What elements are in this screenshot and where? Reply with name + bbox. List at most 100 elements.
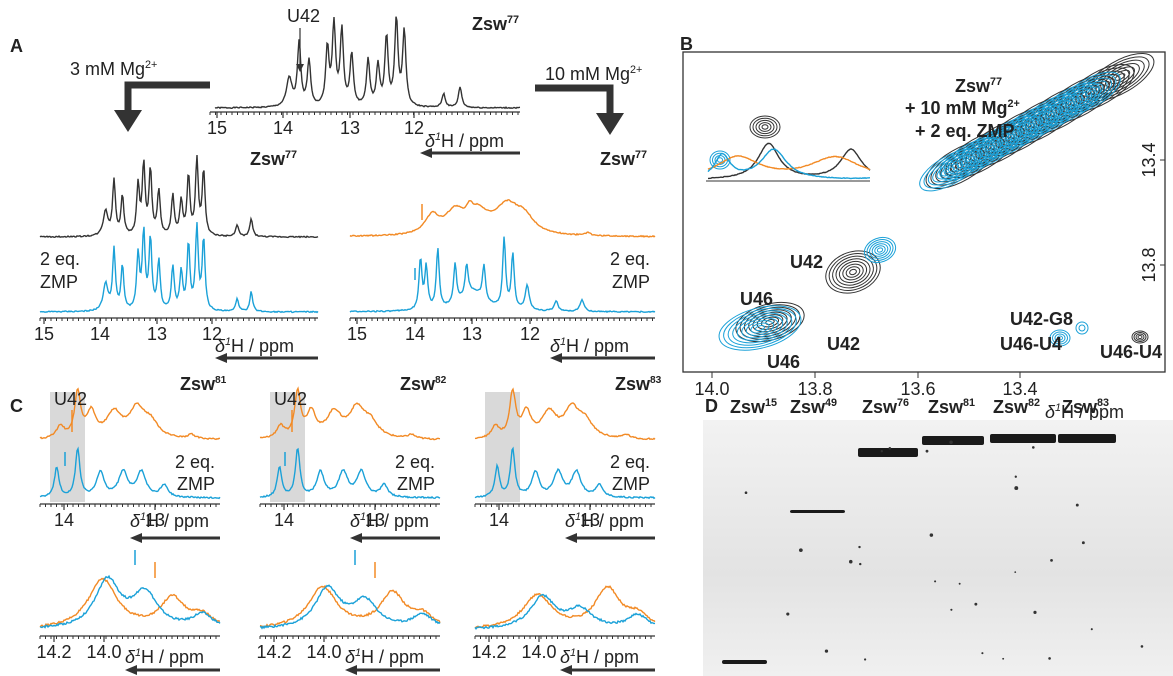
lane-label: Zsw82: [993, 397, 1040, 417]
contour: [828, 253, 878, 291]
text-part: 1: [140, 511, 146, 523]
text-part: 13: [462, 324, 482, 344]
text-part: 49: [825, 397, 837, 409]
contour: [732, 312, 788, 344]
text-part: U46: [767, 352, 800, 372]
contour: [845, 266, 861, 278]
title: Zsw83: [615, 374, 662, 394]
text-part: U46-U4: [1000, 334, 1062, 354]
contour: [876, 247, 884, 253]
speck: [888, 446, 892, 450]
contour: [1133, 332, 1147, 342]
text-part: 2+: [1008, 98, 1020, 110]
text-part: 77: [990, 76, 1002, 88]
text-part: 1: [575, 511, 581, 523]
tick-label: 13: [462, 324, 482, 344]
text-part: 14: [274, 510, 294, 530]
contour: [923, 151, 977, 189]
text-part: 14: [273, 118, 293, 138]
tick-label: 12: [520, 324, 540, 344]
text-part: δ: [425, 131, 436, 151]
contour: [761, 124, 769, 130]
arrow-head: [114, 110, 142, 132]
arrow-head: [350, 533, 362, 543]
text-part: 81: [215, 375, 227, 386]
tick-label: 15: [34, 324, 54, 344]
speck: [1075, 503, 1079, 507]
speck: [929, 533, 934, 537]
title: Zsw77: [600, 149, 647, 169]
text-part: 15: [34, 324, 54, 344]
axis-label: δ1H / ppm: [425, 131, 504, 151]
tick-label: 14.0: [86, 642, 121, 662]
tick-label: 13.4: [1002, 379, 1037, 399]
contour: [1019, 93, 1081, 137]
arrow-head: [565, 533, 577, 543]
spectrum: [214, 16, 521, 110]
contour: [866, 239, 894, 261]
tick-label: 14: [405, 324, 425, 344]
text-part: Zsw: [250, 149, 286, 169]
text-part: 1: [570, 647, 576, 659]
contour: [835, 258, 871, 286]
contour: [1057, 335, 1063, 341]
text-part: U42: [790, 252, 823, 272]
tick-label: 14: [54, 510, 74, 530]
speck: [880, 450, 883, 453]
text-part: 81: [963, 397, 975, 409]
spectrum: [39, 222, 319, 314]
tick-label: 13: [147, 324, 167, 344]
contour: [1072, 80, 1108, 106]
text-part: 2 eq.: [40, 249, 80, 269]
text-part: 77: [507, 14, 519, 26]
contour: [832, 255, 874, 289]
contour: [754, 325, 766, 331]
spectrum: [474, 387, 656, 441]
text-part: 14: [54, 510, 74, 530]
text-part: 13.6: [900, 379, 935, 399]
speck: [786, 612, 790, 616]
text-part: 14: [405, 324, 425, 344]
text-part: U42-G8: [1010, 309, 1073, 329]
arrow-head: [345, 665, 357, 675]
speck: [949, 440, 953, 444]
title: Zsw77: [955, 76, 1002, 96]
spectrum: [474, 585, 656, 629]
contour: [956, 149, 984, 169]
contour: [1095, 59, 1145, 95]
text-part: δ: [215, 336, 226, 356]
contour: [1109, 69, 1131, 85]
contour: [736, 315, 784, 341]
legend: ZMP: [40, 272, 78, 292]
spectrum: [39, 574, 221, 629]
tick-label: 12: [202, 324, 222, 344]
legend: 2 eq.: [610, 249, 650, 269]
text-part: 14.0: [521, 642, 556, 662]
text-part: Zsw: [180, 374, 216, 394]
contour: [976, 138, 1004, 158]
text-part: δ: [560, 647, 571, 667]
contour: [869, 241, 891, 259]
speck: [864, 658, 867, 661]
lane-label: Zsw83: [1062, 397, 1109, 417]
text-part: 14: [489, 510, 509, 530]
contour: [1045, 111, 1055, 119]
speck: [1014, 475, 1017, 478]
text-part: δ: [565, 511, 576, 531]
legend: ZMP: [612, 474, 650, 494]
text-part: U42: [287, 6, 320, 26]
text-part: Zsw: [400, 374, 436, 394]
contour: [1052, 331, 1068, 345]
text-part: A: [10, 36, 23, 56]
contour: [1005, 133, 1015, 141]
gel-band: [858, 448, 918, 457]
speck: [858, 545, 861, 549]
text-part: H / ppm: [576, 647, 639, 667]
panel-label: D: [705, 396, 718, 416]
contour: [1131, 330, 1149, 344]
contour: [750, 322, 770, 334]
text-part: 2 eq.: [395, 452, 435, 472]
contour: [1025, 122, 1035, 130]
contour: [758, 122, 772, 132]
